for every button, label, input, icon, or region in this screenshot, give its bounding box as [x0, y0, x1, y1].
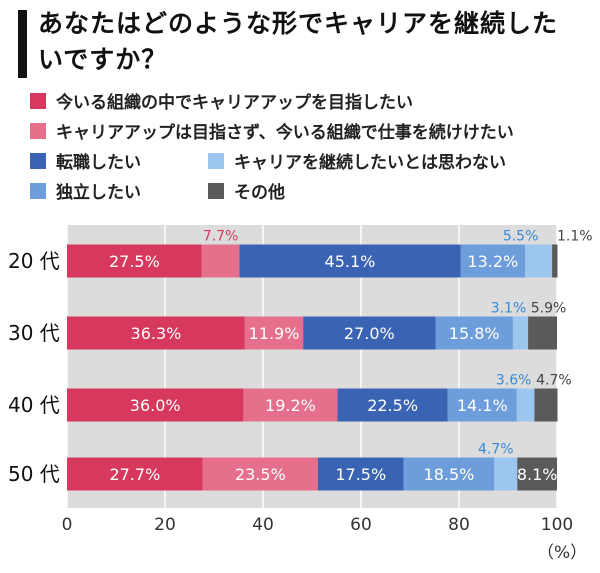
- data-label: 5.5%: [503, 229, 539, 245]
- x-tick-label: 100: [541, 515, 573, 535]
- bar-segment: [460, 244, 526, 278]
- data-label: 7.7%: [203, 229, 239, 245]
- legend-item-stay: キャリアアップは目指さず、今いる組織で仕事を続けけたい: [30, 118, 514, 143]
- bar-segment: [244, 316, 304, 350]
- data-label: 17.5%: [335, 465, 386, 484]
- legend-label: キャリアアップは目指さず、今いる組織で仕事を続けけたい: [56, 123, 514, 143]
- data-label: 22.5%: [367, 396, 418, 415]
- data-label: 5.9%: [531, 301, 567, 317]
- legend-swatch: [208, 152, 224, 169]
- data-label: 27.5%: [109, 252, 160, 271]
- data-label: 27.7%: [109, 465, 160, 484]
- legend-label: 独立したい: [56, 183, 141, 203]
- bar-segment: [516, 388, 535, 422]
- y-category-label: 30 代: [8, 321, 60, 345]
- bar-segment: [403, 457, 495, 491]
- bar-segment: [525, 244, 553, 278]
- title-accent-bar: [18, 10, 27, 78]
- bar-segment: [494, 457, 518, 491]
- legend-item-other: その他: [208, 178, 285, 203]
- y-category-label: 40 代: [8, 393, 60, 417]
- legend-swatch: [30, 152, 46, 169]
- y-category-label: 50 代: [8, 462, 60, 486]
- legend-label: 今いる組織の中でキャリアアップを目指したい: [56, 93, 413, 113]
- data-label: 45.1%: [325, 252, 376, 271]
- legend-label: キャリアを継続したいとは思わない: [234, 153, 506, 173]
- bar-segment: [528, 316, 557, 350]
- bar-segment: [317, 457, 404, 491]
- axis-unit-label: （%）: [537, 543, 588, 563]
- bar-segment: [517, 457, 557, 491]
- legend-swatch: [208, 182, 224, 199]
- bar-segment: [201, 244, 240, 278]
- data-label: 36.0%: [130, 396, 181, 415]
- legend-swatch: [30, 92, 46, 109]
- bar-segment: [552, 244, 558, 278]
- x-tick-label: 40: [252, 515, 274, 535]
- data-label: 3.6%: [496, 373, 532, 389]
- legend-item-independent: 独立したい: [30, 178, 141, 203]
- bar-segment: [534, 388, 558, 422]
- bar-segment: [67, 316, 245, 350]
- legend-item-quit: キャリアを継続したいとは思わない: [208, 148, 506, 173]
- data-label: 15.8%: [449, 324, 500, 343]
- data-label: 23.5%: [235, 465, 286, 484]
- data-label: 19.2%: [265, 396, 316, 415]
- x-tick-label: 60: [350, 515, 372, 535]
- data-label: 13.2%: [467, 252, 518, 271]
- data-label: 8.1%: [517, 465, 558, 484]
- data-label: 3.1%: [491, 301, 527, 317]
- data-label: 36.3%: [131, 324, 182, 343]
- bar-segment: [239, 244, 461, 278]
- bar-segment: [67, 388, 244, 422]
- bar-segment: [67, 244, 202, 278]
- y-category-label: 20 代: [8, 249, 60, 273]
- x-tick-label: 0: [62, 515, 73, 535]
- legend-item-career-up: 今いる組織の中でキャリアアップを目指したい: [30, 88, 413, 113]
- bar-segment: [303, 316, 436, 350]
- bar-segment: [337, 388, 448, 422]
- legend: 今いる組織の中でキャリアアップを目指したい キャリアアップは目指さず、今いる組織…: [30, 88, 590, 218]
- data-label: 4.7%: [478, 442, 514, 458]
- bar-segment: [243, 388, 338, 422]
- bar-segment: [447, 388, 517, 422]
- bar-segment: [512, 316, 529, 350]
- legend-swatch: [30, 182, 46, 199]
- bar-segment: [202, 457, 318, 491]
- data-label: 11.9%: [249, 324, 300, 343]
- legend-label: 転職したい: [56, 153, 141, 173]
- data-label: 27.0%: [344, 324, 395, 343]
- data-label: 14.1%: [457, 396, 508, 415]
- data-label: 4.7%: [536, 373, 572, 389]
- legend-label: その他: [234, 183, 285, 203]
- legend-item-change-job: 転職したい: [30, 148, 141, 173]
- data-label: 1.1%: [557, 229, 593, 245]
- x-tick-label: 80: [448, 515, 470, 535]
- legend-swatch: [30, 122, 46, 139]
- data-label: 18.5%: [424, 465, 475, 484]
- x-tick-label: 20: [154, 515, 176, 535]
- bar-segment: [435, 316, 513, 350]
- bar-segment: [67, 457, 203, 491]
- chart-title: あなたはどのような形でキャリアを継続したいですか？: [38, 9, 559, 74]
